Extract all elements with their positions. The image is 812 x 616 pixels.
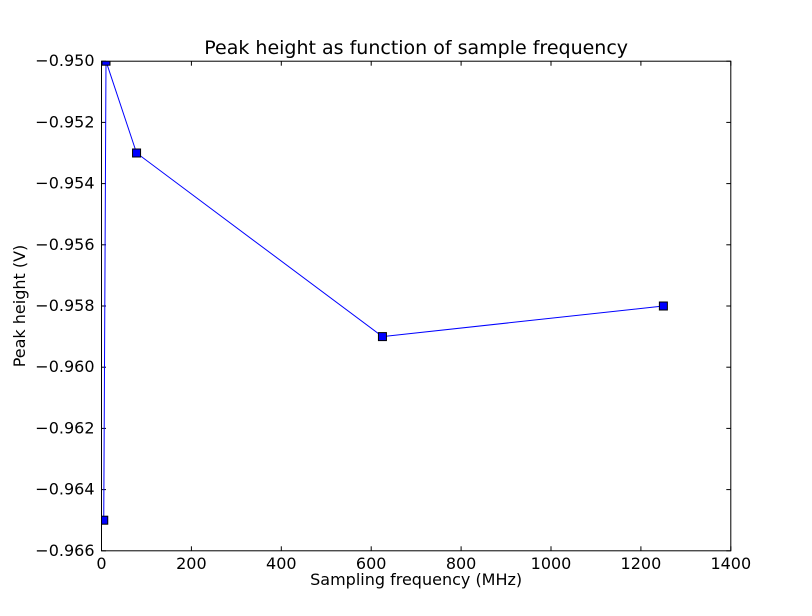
axis-tick-labels: 0 200 400 600 800 1000 1200 1400 −0.966 −0.964 −0.… [35, 51, 751, 573]
x-tick-label: 1400 [710, 554, 751, 573]
x-axis-label: Sampling frequency (MHz) [310, 570, 522, 589]
data-point-marker [101, 515, 109, 525]
x-tick-label: 0 [96, 554, 106, 573]
data-series [101, 61, 668, 525]
data-point-marker [101, 61, 111, 66]
x-tick-label: 1000 [531, 554, 572, 573]
y-tick-label: −0.950 [35, 51, 94, 70]
data-point-marker [377, 332, 387, 342]
y-axis-label: Peak height (V) [10, 245, 29, 368]
x-tick-label: 600 [356, 554, 387, 573]
y-tick-label: −0.960 [35, 357, 94, 376]
x-tick-label: 400 [266, 554, 297, 573]
x-tick-label: 800 [446, 554, 477, 573]
y-tick-label: −0.958 [35, 296, 94, 315]
data-point-marker [658, 301, 668, 311]
y-tick-label: −0.966 [35, 541, 94, 560]
x-tick-label: 200 [176, 554, 207, 573]
y-tick-label: −0.956 [35, 235, 94, 254]
plot-area [101, 61, 731, 551]
y-tick-label: −0.962 [35, 418, 94, 437]
y-tick-label: −0.954 [35, 174, 94, 193]
x-tick-label: 1200 [621, 554, 662, 573]
y-tick-label: −0.964 [35, 480, 94, 499]
y-tick-label: −0.952 [35, 112, 94, 131]
data-point-marker [132, 148, 142, 158]
chart-title: Peak height as function of sample freque… [204, 37, 628, 59]
plot-border [101, 60, 732, 552]
